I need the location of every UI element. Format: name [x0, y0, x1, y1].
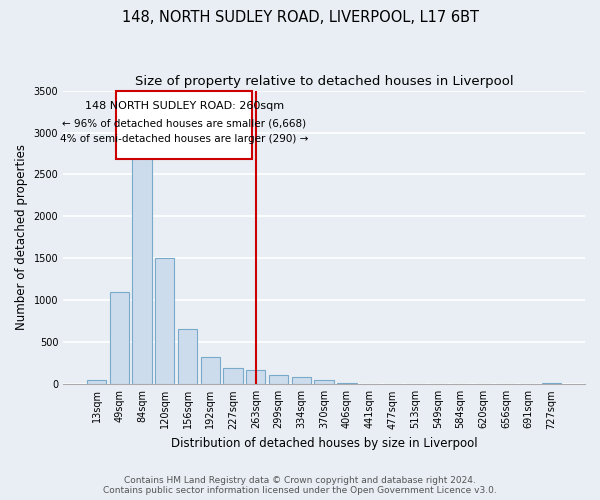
Bar — [178, 329, 197, 384]
Bar — [116, 92, 253, 160]
Text: 148, NORTH SUDLEY ROAD, LIVERPOOL, L17 6BT: 148, NORTH SUDLEY ROAD, LIVERPOOL, L17 6… — [121, 10, 479, 25]
Bar — [269, 375, 288, 384]
Text: 148 NORTH SUDLEY ROAD: 260sqm: 148 NORTH SUDLEY ROAD: 260sqm — [85, 102, 284, 112]
Bar — [223, 368, 243, 384]
Title: Size of property relative to detached houses in Liverpool: Size of property relative to detached ho… — [135, 75, 514, 88]
Bar — [314, 380, 334, 384]
Y-axis label: Number of detached properties: Number of detached properties — [15, 144, 28, 330]
Bar — [542, 382, 561, 384]
X-axis label: Distribution of detached houses by size in Liverpool: Distribution of detached houses by size … — [171, 437, 478, 450]
Bar — [200, 356, 220, 384]
Bar — [337, 382, 356, 384]
Bar — [292, 377, 311, 384]
Bar — [155, 258, 175, 384]
Text: 4% of semi-detached houses are larger (290) →: 4% of semi-detached houses are larger (2… — [60, 134, 308, 144]
Bar — [110, 292, 129, 384]
Bar — [133, 138, 152, 384]
Text: ← 96% of detached houses are smaller (6,668): ← 96% of detached houses are smaller (6,… — [62, 118, 306, 128]
Bar — [246, 370, 265, 384]
Bar — [87, 380, 106, 384]
Text: Contains HM Land Registry data © Crown copyright and database right 2024.
Contai: Contains HM Land Registry data © Crown c… — [103, 476, 497, 495]
